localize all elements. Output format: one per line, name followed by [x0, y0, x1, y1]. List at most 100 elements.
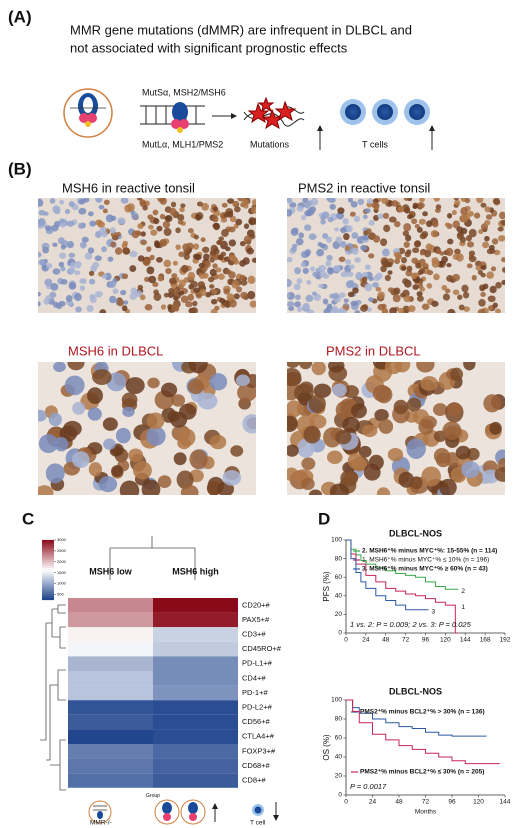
nucleus	[170, 201, 177, 208]
heat-cell	[68, 700, 153, 715]
nucleus	[176, 470, 194, 489]
row-label: CD3+#	[242, 629, 266, 638]
nucleus	[87, 407, 102, 421]
nucleus	[60, 266, 66, 272]
heat-cell	[68, 612, 153, 628]
x-axis-label: Group	[146, 793, 160, 799]
nucleus	[433, 198, 441, 202]
row-label: PAX5+#	[242, 615, 270, 624]
nucleus	[366, 198, 373, 205]
nucleus	[393, 251, 400, 258]
nucleus	[418, 268, 425, 274]
nucleus	[217, 254, 224, 260]
nucleus	[343, 233, 350, 241]
colorbar-step	[42, 539, 54, 543]
colorbar-step	[42, 573, 54, 577]
nucleus	[329, 203, 336, 210]
x-tick-label: 0	[344, 799, 348, 806]
protein-label: MutLα, MLH1/PMS2	[142, 139, 223, 149]
colorbar-step	[42, 597, 54, 601]
nucleus	[83, 198, 90, 203]
nucleus	[227, 198, 235, 204]
nucleus	[406, 265, 413, 272]
nucleus	[144, 304, 153, 311]
colorbar-step	[42, 555, 54, 559]
x-tick-label: 72	[422, 799, 430, 806]
colorbar-step	[42, 571, 54, 575]
nucleus	[421, 466, 441, 487]
nucleus	[487, 295, 496, 303]
nucleus	[88, 462, 102, 477]
nucleus	[64, 208, 71, 215]
nucleus	[320, 219, 326, 225]
nucleus	[342, 218, 349, 225]
nucleus	[335, 236, 342, 244]
nucleus	[462, 291, 470, 299]
nucleus	[323, 427, 342, 448]
colorbar-step	[42, 543, 54, 547]
nucleus	[463, 306, 470, 312]
nucleus	[476, 198, 484, 204]
legend-entry: PMS2⁺% minus BCL2⁺% > 30% (n = 136)	[360, 709, 485, 716]
nucleus	[492, 302, 498, 308]
nucleus	[351, 247, 359, 255]
nucleus	[468, 250, 476, 257]
nucleus	[192, 300, 198, 307]
nucleus	[110, 215, 117, 221]
nucleus	[44, 278, 53, 287]
nucleus	[382, 248, 390, 257]
nucleus	[135, 290, 143, 298]
nucleus	[287, 278, 292, 288]
nucleus	[141, 479, 161, 495]
nucleus	[351, 232, 359, 239]
nucleus	[109, 295, 117, 304]
nucleus	[416, 226, 423, 233]
colorbar-label: 1000	[57, 581, 67, 586]
nucleus	[354, 310, 361, 313]
nucleus	[403, 295, 412, 303]
colorbar-step	[42, 553, 54, 557]
nucleus	[360, 304, 368, 312]
nucleus	[441, 255, 449, 263]
nucleus	[130, 287, 137, 294]
nucleus	[120, 289, 127, 296]
nucleus	[296, 278, 303, 285]
nucleus	[452, 273, 461, 282]
nucleus	[150, 229, 158, 236]
nucleus	[431, 300, 439, 307]
nucleus	[226, 293, 235, 301]
nucleus	[415, 262, 422, 269]
nucleus	[418, 218, 426, 225]
nucleus	[495, 281, 502, 289]
nucleus	[103, 199, 110, 206]
x-tick-label: 192	[500, 637, 511, 644]
heat-cell	[153, 700, 238, 715]
nucleus	[366, 307, 372, 312]
nucleus	[175, 244, 181, 251]
nucleus	[384, 362, 403, 375]
nucleus	[403, 241, 410, 248]
nucleus	[251, 257, 256, 263]
nucleus	[180, 484, 199, 495]
nucleus	[407, 214, 414, 220]
nucleus	[102, 417, 118, 431]
panel-title: not associated with significant prognost…	[70, 40, 348, 55]
nucleus	[169, 207, 177, 216]
colorbar-step	[42, 581, 54, 585]
nucleus	[50, 282, 59, 291]
nucleus	[299, 381, 314, 394]
heat-cell	[153, 612, 238, 628]
nucleus	[223, 211, 230, 218]
nucleus	[327, 362, 345, 373]
nucleus	[233, 206, 241, 213]
protein-label: MutSα, MSH2/MSH6	[142, 87, 226, 97]
nucleus	[87, 387, 103, 404]
nucleus	[94, 255, 102, 262]
x-tick-label: 24	[369, 799, 377, 806]
nucleus	[484, 219, 491, 226]
curve-end-label: 1	[461, 604, 465, 611]
nucleus	[197, 281, 206, 289]
nucleus	[317, 242, 323, 247]
nucleus	[383, 224, 391, 233]
nucleus	[426, 220, 433, 228]
